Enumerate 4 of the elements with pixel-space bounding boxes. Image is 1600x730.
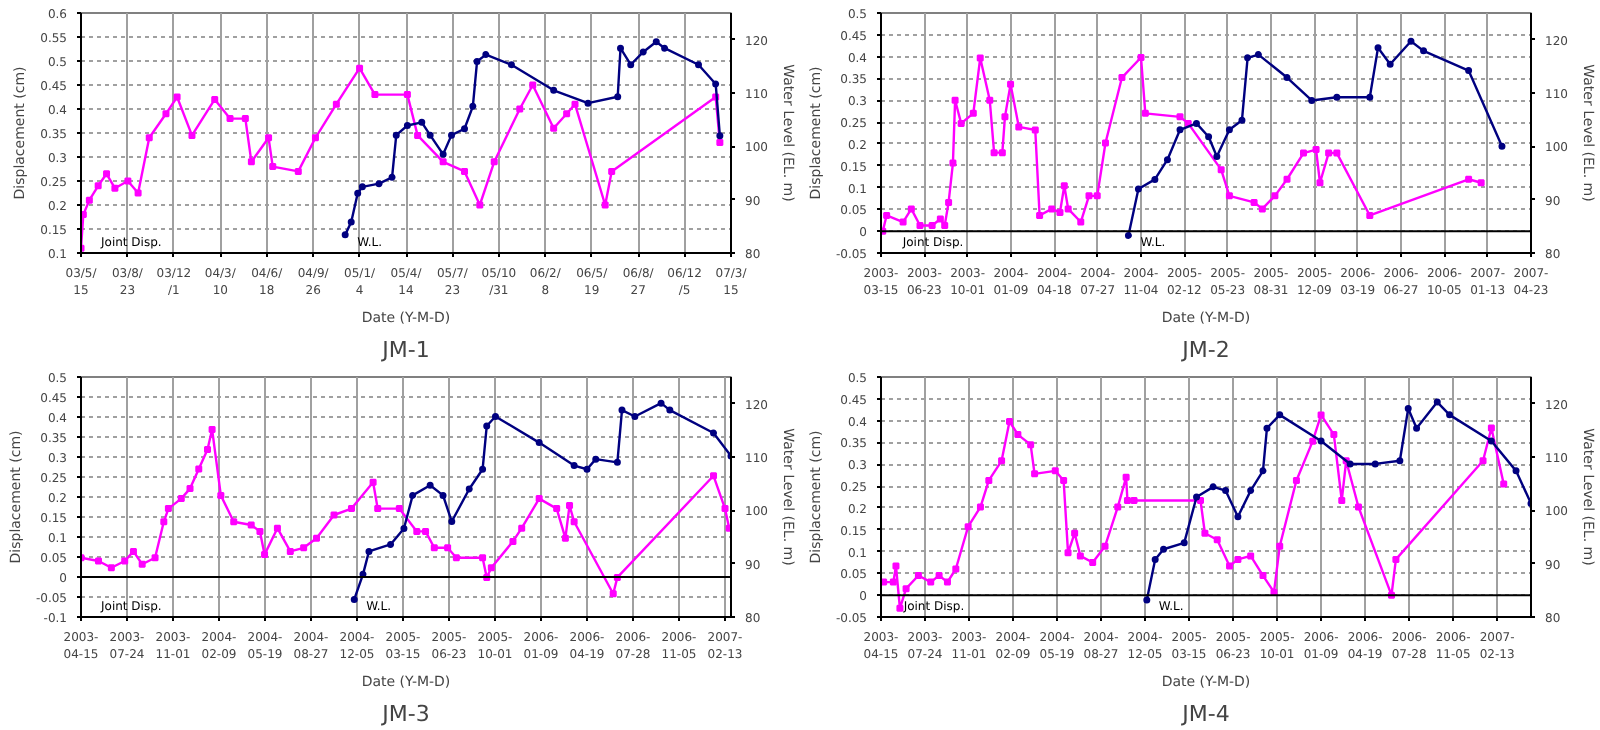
text: JM-4	[1180, 701, 1230, 727]
text: JM-2	[1180, 337, 1230, 363]
text: JM-1	[380, 337, 430, 363]
text: JM-3	[380, 701, 430, 727]
